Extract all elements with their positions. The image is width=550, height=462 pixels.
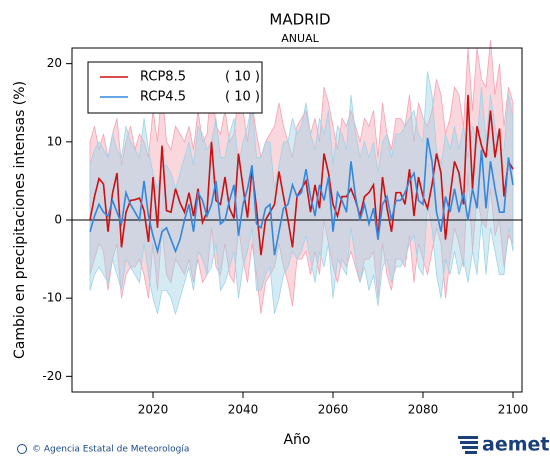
x-tick-label: 2060 bbox=[318, 403, 349, 417]
legend-label: RCP8.5 bbox=[140, 70, 186, 85]
y-tick-label: 20 bbox=[47, 56, 62, 70]
x-tick-label: 2020 bbox=[138, 403, 169, 417]
legend-note: ( 10 ) bbox=[225, 70, 260, 85]
y-axis-label: Cambio en precipitaciones intensas (%) bbox=[12, 81, 28, 359]
legend-box bbox=[87, 61, 263, 114]
y-tick-label: -10 bbox=[42, 291, 62, 305]
legend-label: RCP4.5 bbox=[140, 90, 186, 105]
x-axis-label: Año bbox=[283, 432, 310, 448]
logo: aemet bbox=[482, 434, 549, 456]
x-tick-label: 2080 bbox=[408, 403, 439, 417]
x-tick-label: 2040 bbox=[228, 403, 259, 417]
logo-icon bbox=[458, 436, 478, 454]
legend-note: ( 10 ) bbox=[225, 90, 260, 105]
y-tick-label: -20 bbox=[42, 369, 62, 383]
x-tick-label: 2100 bbox=[498, 403, 529, 417]
chart-title: MADRID bbox=[269, 11, 330, 29]
source: © Agencia Estatal de Meteorología bbox=[32, 445, 189, 455]
y-tick-label: 0 bbox=[54, 213, 62, 227]
chart-subtitle: ANUAL bbox=[281, 32, 319, 45]
source-icon bbox=[17, 444, 27, 454]
y-tick-label: 10 bbox=[47, 134, 62, 148]
series-line bbox=[89, 137, 514, 256]
